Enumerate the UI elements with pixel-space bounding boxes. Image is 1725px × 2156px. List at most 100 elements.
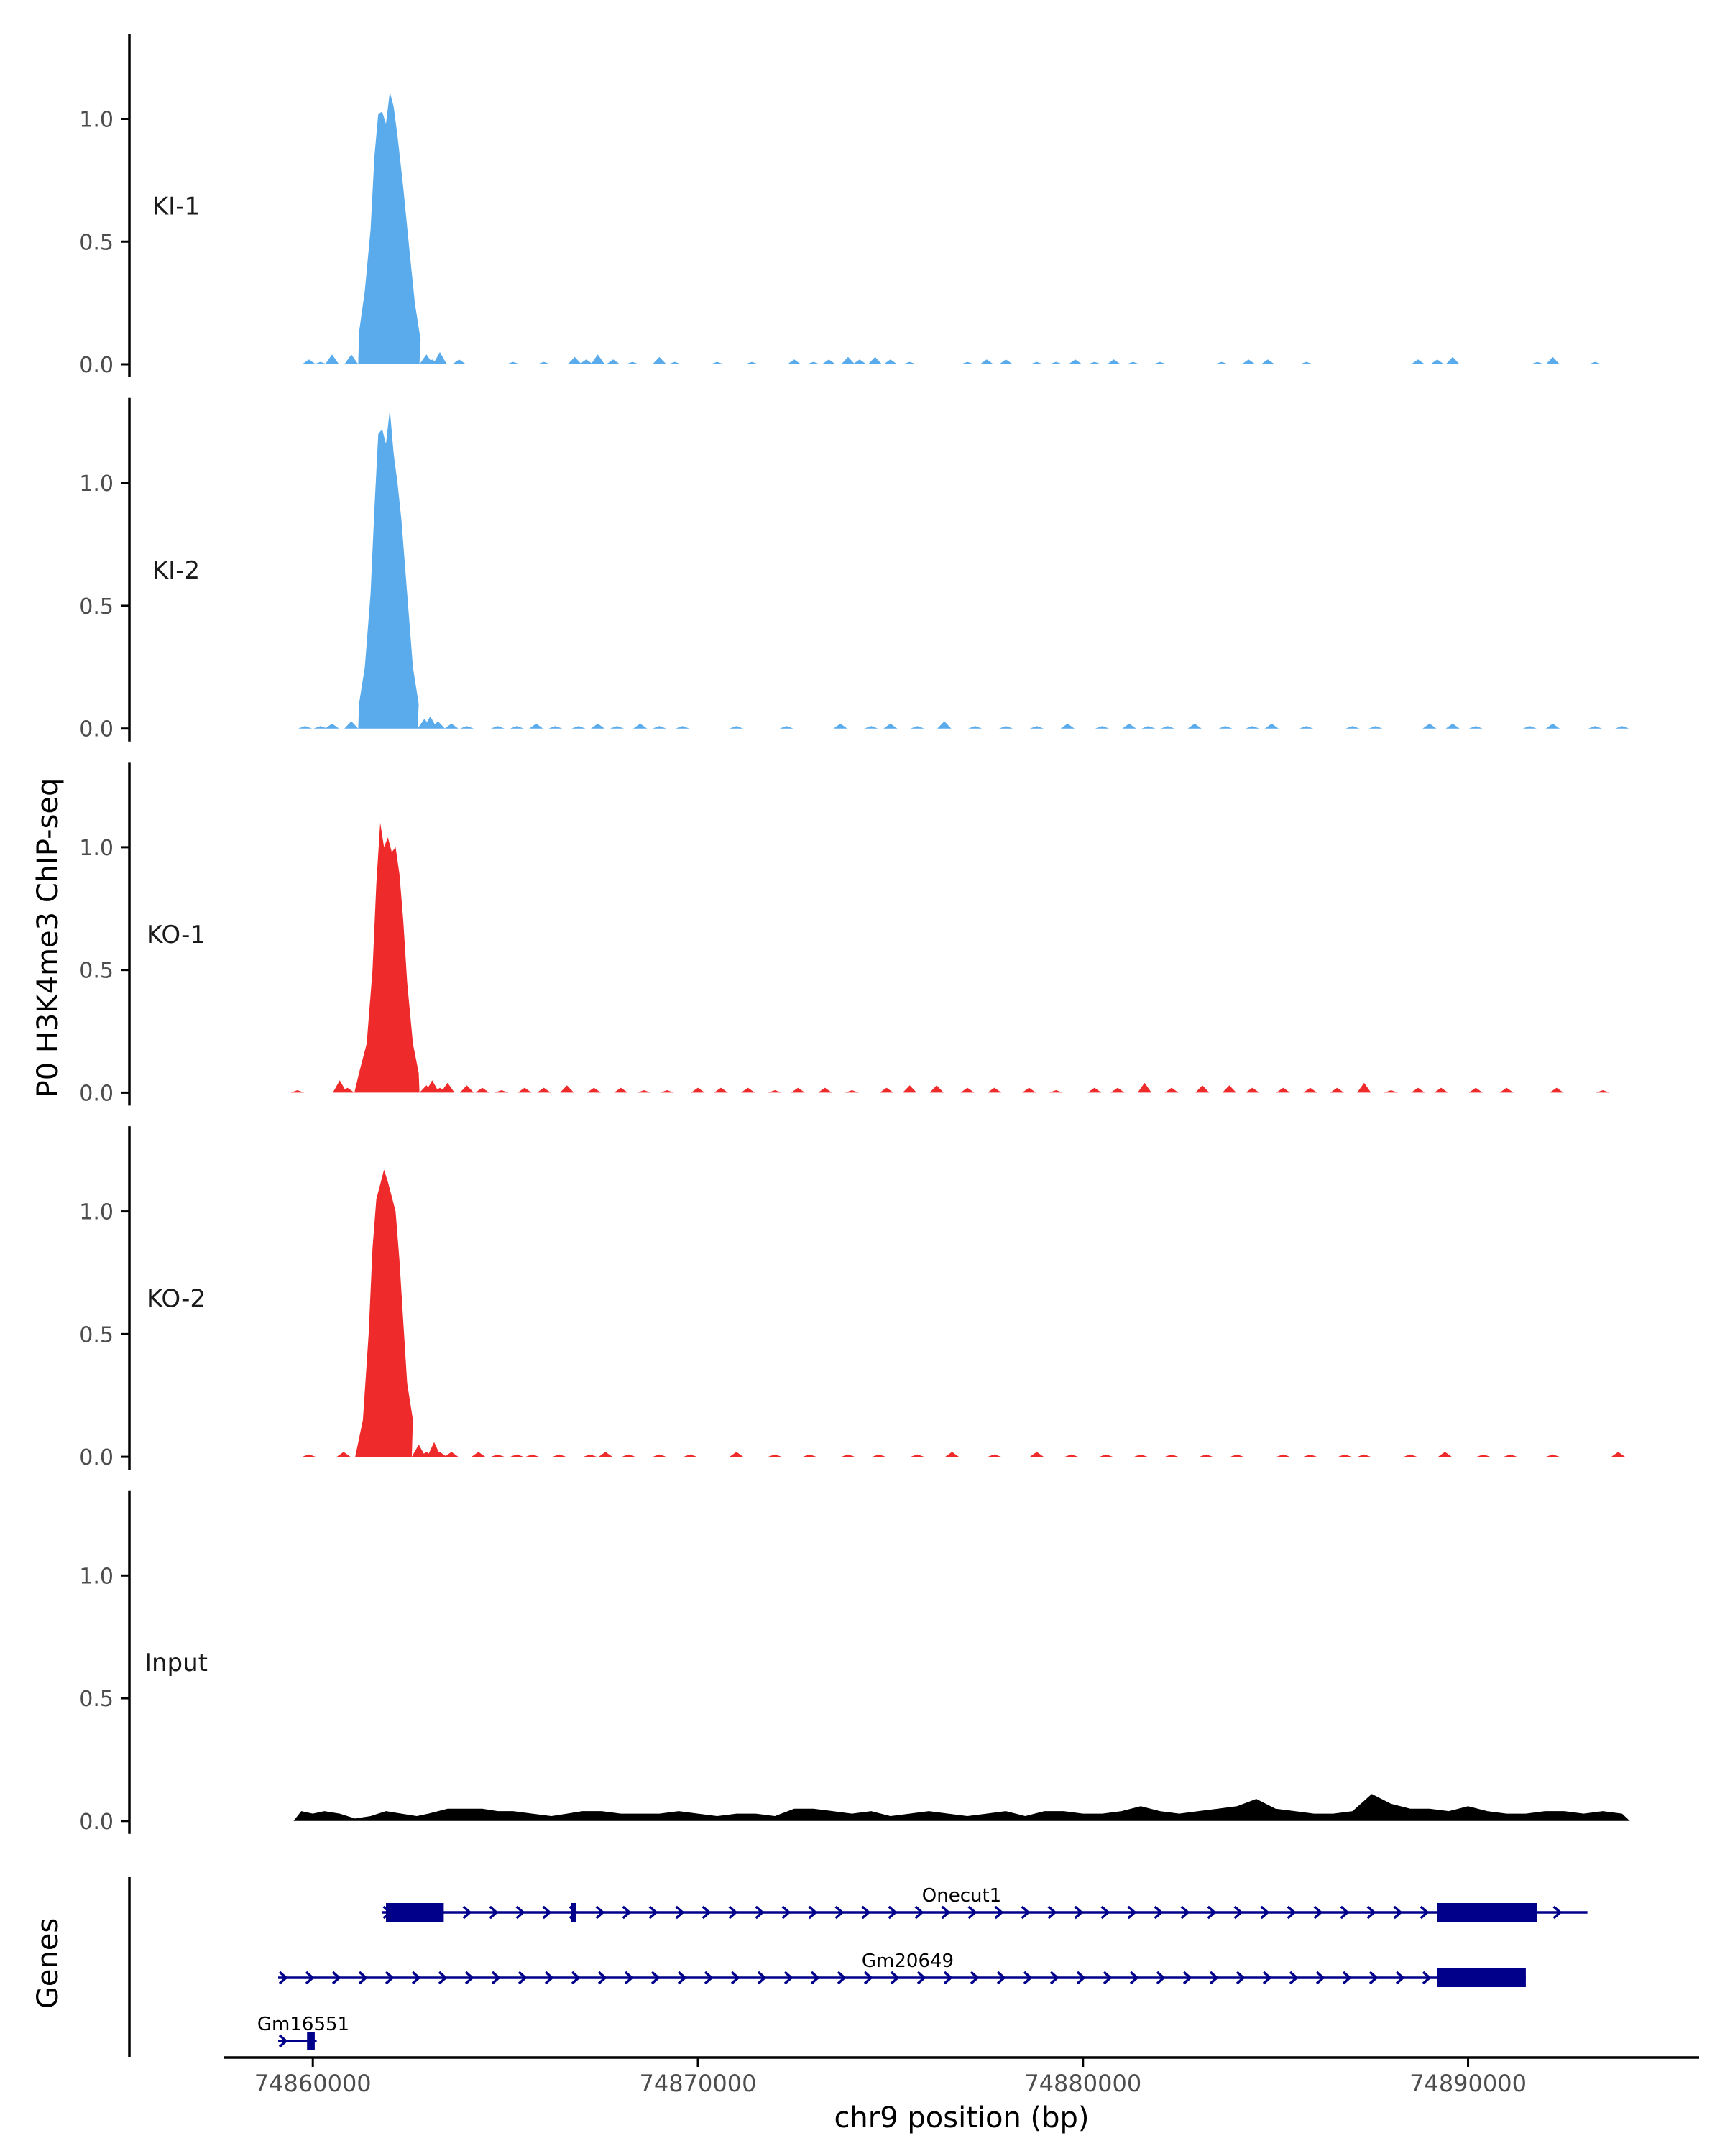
gene-onecut1-strand-chevron [914,1905,924,1920]
gene-onecut1: Onecut1 [382,1885,1588,1922]
track-ko-2-y-tick-label: 1.0 [79,1200,114,1225]
signal-tracks: 0.00.51.0KI-10.00.51.0KI-20.00.51.0KO-10… [79,34,1634,1835]
x-tick-label: 74870000 [640,2070,757,2097]
gene-onecut1-strand-chevron [702,1905,712,1920]
x-tick-label: 74880000 [1024,2070,1141,2097]
x-axis: 74860000 74870000 74880000 74890000 [224,2056,1699,2097]
track-label-ko-1: KO-1 [147,921,206,949]
track-ko-2-y-tick-label: 0.0 [79,1445,114,1470]
track-label-ki-1: KI-1 [152,192,200,221]
gene-gm20649-strand-chevron [1182,1971,1192,1985]
gene-gm20649-strand-chevron [1103,1971,1113,1985]
gene-onecut1-strand-chevron [515,1905,525,1920]
gene-gm20649-strand-chevron [810,1971,820,1985]
gene-onecut1-strand-chevron [675,1905,685,1920]
track-ko-1-y-tick-label: 0.5 [79,959,114,984]
track-ki-1-y-tick-label: 1.0 [79,108,114,133]
gene-gm20649-exon [1437,1968,1526,1987]
gene-onecut1-strand-chevron [1127,1905,1137,1920]
gene-gm20649-strand-chevron [518,1971,528,1985]
track-ki-2-y-tick-label: 0.0 [79,717,114,742]
track-ki-1: 0.0 0.5 1.0 KI-1 [79,34,1604,378]
gene-gm20649-strand-chevron [996,1971,1006,1985]
gene-gm20649-strand-chevron [1156,1971,1166,1985]
gene-onecut1-exon [1437,1903,1537,1922]
track-ko-1-y-tick-label: 0.0 [79,1081,114,1106]
gene-label-gm16551: Gm16551 [257,2014,349,2035]
gene-onecut1-strand-chevron [1393,1905,1403,1920]
gene-onecut1-strand-chevron [489,1905,499,1920]
track-ki-2: 0.0 0.5 1.0 KI-2 [79,397,1630,742]
gene-gm20649-strand-chevron [890,1971,900,1985]
gene-onecut1-strand-chevron [755,1905,765,1920]
gene-gm20649-strand-chevron [837,1971,847,1985]
gene-onecut1-strand-chevron [1154,1905,1164,1920]
gene-gm20649-strand-chevron [624,1971,634,1985]
gene-onecut1-strand-chevron [1313,1905,1323,1920]
gene-gm20649: Gm20649 [278,1950,1526,1987]
gene-gm20649-strand-chevron [1395,1971,1405,1985]
gene-gm20649-strand-chevron [1422,1971,1432,1985]
gene-onecut1-strand-chevron [1074,1905,1084,1920]
gene-gm20649-strand-chevron [331,1971,341,1985]
gene-gm20649-strand-chevron [278,1971,288,1985]
gene-gm20649-strand-chevron [1076,1971,1086,1985]
gene-onecut1-strand-chevron [1207,1905,1217,1920]
gene-label-gm20649: Gm20649 [862,1950,954,1972]
track-input-y-tick-label: 1.0 [79,1564,114,1589]
gene-gm20649-strand-chevron [571,1971,581,1985]
track-label-ki-2: KI-2 [152,556,200,585]
gene-gm20649-strand-chevron [1368,1971,1379,1985]
gene-gm20649-strand-chevron [943,1971,953,1985]
gene-gm20649-strand-chevron [1315,1971,1325,1985]
gene-onecut1-strand-chevron [1366,1905,1376,1920]
gene-onecut1-strand-chevron [1021,1905,1031,1920]
gene-gm20649-strand-chevron [1209,1971,1219,1985]
gene-gm20649-strand-chevron [1342,1971,1352,1985]
gene-gm20649-strand-chevron [677,1971,687,1985]
track-input: 0.0 0.5 1.0 Input [79,1490,1630,1835]
gene-annotation-track: Onecut1 Gm20649 Gm16551 [128,1877,1588,2057]
track-label-input: Input [144,1649,208,1677]
gene-gm20649-strand-chevron [783,1971,794,1985]
track-ko-1: 0.0 0.5 1.0 KO-1 [79,762,1622,1106]
gene-onecut1-strand-chevron [542,1905,552,1920]
gene-onecut1-strand-chevron [648,1905,658,1920]
x-tick-label: 74890000 [1409,2070,1527,2097]
gene-gm16551-strand-chevron [278,2034,288,2048]
gene-gm20649-strand-chevron [650,1971,661,1985]
gene-gm20649-strand-chevron [385,1971,395,1985]
gene-gm20649-strand-chevron [704,1971,714,1985]
gene-onecut1-strand-chevron [1287,1905,1297,1920]
genes-axis-title: Genes [32,1918,65,2009]
gene-onecut1-strand-chevron [994,1905,1004,1920]
gene-onecut1-strand-chevron [1233,1905,1243,1920]
gene-gm20649-strand-chevron [358,1971,368,1985]
gene-gm20649-strand-chevron [1289,1971,1299,1985]
gene-onecut1-strand-chevron [834,1905,845,1920]
gene-gm20649-strand-chevron [491,1971,501,1985]
gene-gm20649-strand-chevron [1023,1971,1033,1985]
gene-onecut1-strand-chevron [622,1905,632,1920]
track-ki-2-y-tick-label: 1.0 [79,471,114,497]
gene-onecut1-strand-chevron [1047,1905,1057,1920]
gene-onecut1-strand-chevron [462,1905,472,1920]
gene-gm20649-strand-chevron [916,1971,926,1985]
gene-onecut1-strand-chevron [1340,1905,1350,1920]
track-ki-1-y-tick-label: 0.5 [79,230,114,255]
track-label-ko-2: KO-2 [147,1285,206,1314]
gene-gm20649-strand-chevron [411,1971,421,1985]
gene-gm20649-strand-chevron [1049,1971,1059,1985]
gene-onecut1-strand-chevron [1260,1905,1270,1920]
track-ko-2: 0.0 0.5 1.0 KO-2 [79,1126,1634,1470]
gene-gm16551-exon [307,2032,315,2050]
track-ki-1-y-tick-label: 0.0 [79,353,114,378]
gene-label-onecut1: Onecut1 [922,1885,1001,1907]
x-tick-label: 74860000 [254,2070,372,2097]
gene-onecut1-exon [386,1903,444,1922]
gene-gm20649-strand-chevron [305,1971,315,1985]
y-axis-title: P0 H3K4me3 ChIP-seq [32,778,65,1098]
gene-gm20649-strand-chevron [438,1971,448,1985]
gene-onecut1-strand-chevron [967,1905,978,1920]
